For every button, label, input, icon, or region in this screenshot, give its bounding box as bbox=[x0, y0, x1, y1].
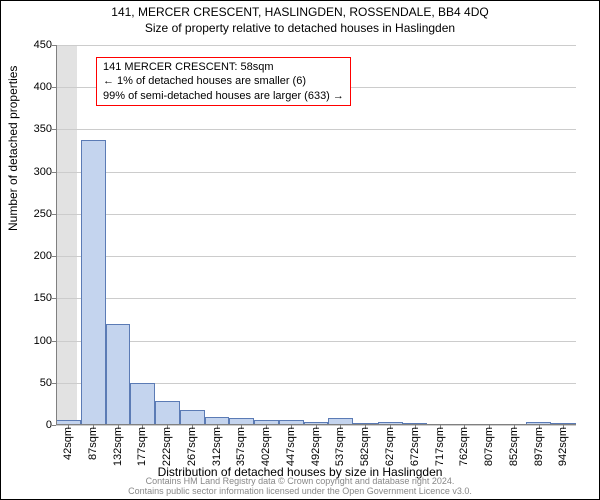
y-axis-title-text: Number of detached properties bbox=[6, 66, 20, 231]
x-tick-label: 87sqm bbox=[87, 427, 99, 460]
histogram-bar bbox=[155, 401, 180, 425]
annotation-line1: 141 MERCER CRESCENT: 58sqm bbox=[103, 60, 344, 74]
gridline bbox=[56, 256, 576, 257]
x-tick-label: 537sqm bbox=[334, 427, 346, 466]
gridline bbox=[56, 341, 576, 342]
y-tick-label: 450 bbox=[34, 39, 52, 51]
gridline bbox=[56, 298, 576, 299]
annotation-line3: 99% of semi-detached houses are larger (… bbox=[103, 89, 344, 103]
x-tick-label: 717sqm bbox=[434, 427, 446, 466]
chart-container: 141, MERCER CRESCENT, HASLINGDEN, ROSSEN… bbox=[0, 0, 600, 500]
x-tick-label: 402sqm bbox=[260, 427, 272, 466]
gridline bbox=[56, 129, 576, 130]
histogram-bar bbox=[81, 140, 106, 425]
y-axis-line bbox=[56, 45, 57, 425]
gridline bbox=[56, 214, 576, 215]
histogram-bar bbox=[130, 383, 155, 425]
gridline bbox=[56, 172, 576, 173]
x-tick-label: 312sqm bbox=[211, 427, 223, 466]
title-sub: Size of property relative to detached ho… bbox=[1, 21, 599, 35]
y-tick-label: 150 bbox=[34, 292, 52, 304]
x-axis-line bbox=[56, 424, 576, 425]
footer-text: Contains HM Land Registry data © Crown c… bbox=[1, 477, 599, 497]
title-main: 141, MERCER CRESCENT, HASLINGDEN, ROSSEN… bbox=[1, 5, 599, 19]
x-tick-label: 582sqm bbox=[359, 427, 371, 466]
x-tick-label: 177sqm bbox=[136, 427, 148, 466]
annotation-line2: ← 1% of detached houses are smaller (6) bbox=[103, 74, 344, 88]
x-tick-label: 267sqm bbox=[186, 427, 198, 466]
x-tick-label: 132sqm bbox=[112, 427, 124, 466]
y-tick-mark bbox=[52, 425, 56, 426]
annotation-box: 141 MERCER CRESCENT: 58sqm← 1% of detach… bbox=[96, 57, 351, 106]
footer-line2: Contains public sector information licen… bbox=[1, 487, 599, 497]
y-tick-label: 350 bbox=[34, 123, 52, 135]
x-tick-label: 627sqm bbox=[384, 427, 396, 466]
x-tick-label: 897sqm bbox=[533, 427, 545, 466]
y-tick-label: 100 bbox=[34, 335, 52, 347]
y-tick-label: 50 bbox=[40, 377, 52, 389]
y-tick-label: 250 bbox=[34, 208, 52, 220]
x-tick-label: 222sqm bbox=[161, 427, 173, 466]
gridline bbox=[56, 45, 576, 46]
plot-area: 05010015020025030035040045042sqm87sqm132… bbox=[56, 45, 576, 425]
y-tick-label: 300 bbox=[34, 166, 52, 178]
x-tick-label: 672sqm bbox=[409, 427, 421, 466]
x-tick-label: 762sqm bbox=[458, 427, 470, 466]
x-tick-label: 942sqm bbox=[557, 427, 569, 466]
y-axis-title: Number of detached properties bbox=[6, 66, 20, 231]
histogram-bar bbox=[180, 410, 205, 425]
x-tick-label: 852sqm bbox=[508, 427, 520, 466]
x-tick-label: 357sqm bbox=[235, 427, 247, 466]
x-tick-label: 42sqm bbox=[62, 427, 74, 460]
x-tick-label: 447sqm bbox=[285, 427, 297, 466]
x-tick-label: 492sqm bbox=[310, 427, 322, 466]
histogram-bar bbox=[106, 324, 131, 425]
y-tick-label: 0 bbox=[46, 419, 52, 431]
highlight-region bbox=[56, 45, 77, 425]
x-tick-label: 807sqm bbox=[483, 427, 495, 466]
y-tick-label: 200 bbox=[34, 250, 52, 262]
y-tick-label: 400 bbox=[34, 81, 52, 93]
